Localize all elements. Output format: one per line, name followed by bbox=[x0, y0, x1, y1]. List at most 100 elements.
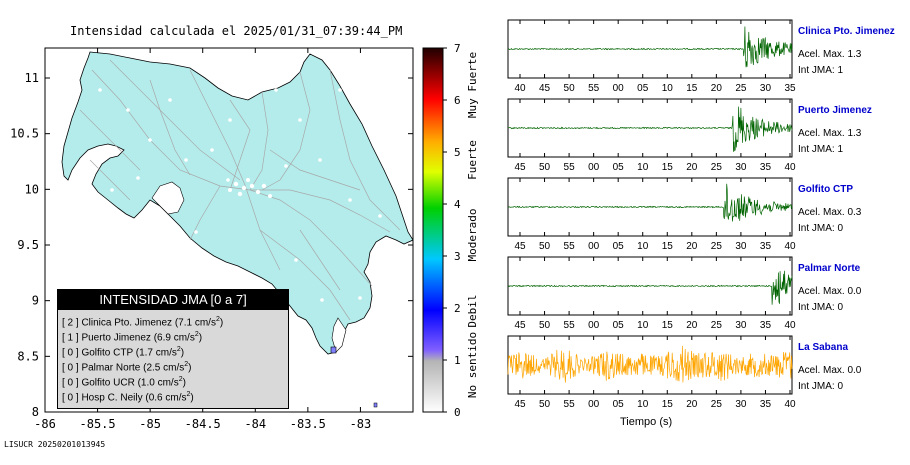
station-int-jma: Int JMA: 0 bbox=[798, 302, 844, 313]
station-name: Golfito CTP bbox=[798, 184, 853, 195]
legend-unit-exponent: 2 bbox=[194, 331, 199, 338]
map-y-tick-label: 11 bbox=[25, 71, 39, 85]
legend-pga-value: (6.9 cm/s bbox=[153, 332, 195, 344]
legend-unit-exponent: 2 bbox=[178, 376, 183, 383]
colorbar-label-text: No sentido bbox=[466, 332, 479, 398]
waveform-tick-label: 05 bbox=[613, 162, 625, 173]
legend-station-name: Golfito CTP bbox=[81, 347, 136, 359]
waveform-tick-label: 45 bbox=[514, 162, 526, 173]
waveform-tick-label: 00 bbox=[613, 83, 625, 94]
legend-station-name: Hosp C. Neily bbox=[81, 392, 146, 404]
station-marker-clinica bbox=[330, 346, 337, 354]
waveform-tick-label: 55 bbox=[564, 320, 576, 331]
station-acel-max: Acel. Max. 0.0 bbox=[798, 286, 862, 297]
waveform-tick-label: 30 bbox=[735, 320, 747, 331]
map-y-tick-label: 10 bbox=[25, 182, 39, 196]
colorbar-tick-label: 6 bbox=[454, 94, 461, 107]
legend-level: [ 0 ] bbox=[62, 347, 82, 359]
colorbar-tick-label: 5 bbox=[454, 146, 461, 159]
waveform-tick-label: 45 bbox=[514, 399, 526, 410]
legend-close-paren: ) bbox=[180, 347, 185, 359]
station-name: La Sabana bbox=[798, 342, 849, 353]
waveform-tick-label: 35 bbox=[760, 320, 772, 331]
costa-rica-landmass bbox=[61, 51, 413, 355]
legend-station-name: Palmar Norte bbox=[81, 362, 144, 374]
legend-close-paren: ) bbox=[219, 317, 224, 329]
waveform-tick-label: 55 bbox=[564, 399, 576, 410]
waveform-tick-label: 20 bbox=[711, 83, 723, 94]
waveform-tick-label: 45 bbox=[539, 83, 551, 94]
waveform-tick-label: 10 bbox=[637, 241, 649, 252]
legend-close-paren: ) bbox=[198, 332, 203, 344]
waveform-trace bbox=[508, 183, 793, 222]
map-area bbox=[61, 51, 413, 408]
waveform-tick-label: 05 bbox=[637, 83, 649, 94]
waveform-panels: 40 45 50 55 00 05 10 15 20 25 30 35 45 50 55 00 05 10 15 20… bbox=[507, 19, 796, 410]
waveform-tick-label: 40 bbox=[784, 241, 796, 252]
legend-level: [ 0 ] bbox=[62, 362, 82, 374]
legend-row: [ 0 ] Palmar Norte (2.5 cm/s2) bbox=[62, 361, 192, 373]
legend-station-name: Golfito UCR bbox=[81, 377, 138, 389]
waveform-tick-label: 50 bbox=[539, 241, 551, 252]
map-title: Intensidad calculada el 2025/01/31_07:39… bbox=[70, 24, 403, 38]
waveform-tick-label: 25 bbox=[711, 399, 723, 410]
waveform-trace bbox=[507, 106, 793, 152]
waveform-tick-label: 35 bbox=[760, 241, 772, 252]
legend-row: [ 2 ] Clinica Pto. Jimenez (7.1 cm/s2) bbox=[62, 316, 223, 328]
map-y-tick-label: 8.5 bbox=[17, 349, 39, 363]
colorbar-label: Moderado bbox=[466, 209, 479, 262]
intensity-colorbar bbox=[422, 47, 444, 413]
waveform-tick-label: 00 bbox=[588, 241, 600, 252]
legend-pga-value: (7.1 cm/s bbox=[174, 317, 216, 329]
legend-station-name: Puerto Jimenez bbox=[81, 332, 154, 344]
waveform-tick-label: 20 bbox=[686, 162, 698, 173]
town-markers bbox=[98, 88, 382, 302]
colorbar-label-text: Debil bbox=[466, 294, 479, 327]
waveform-tick-label: 55 bbox=[564, 162, 576, 173]
road-network bbox=[79, 59, 401, 321]
waveform-tick-label: 50 bbox=[539, 162, 551, 173]
map-x-tick-label: -85.5 bbox=[80, 417, 116, 431]
waveform-tick-label: 30 bbox=[735, 241, 747, 252]
map-y-tick-label: 9.5 bbox=[17, 238, 39, 252]
waveform-tick-label: 10 bbox=[637, 399, 649, 410]
waveform-tick-label: 25 bbox=[735, 83, 747, 94]
waveform-tick-label: 25 bbox=[711, 241, 723, 252]
map-y-tick-label: 10.5 bbox=[10, 127, 39, 141]
legend-level: [ 0 ] bbox=[62, 392, 82, 404]
waveform-tick-label: 50 bbox=[539, 320, 551, 331]
waveform-tick-label: 35 bbox=[784, 83, 796, 94]
legend-pga-value: (2.5 cm/s bbox=[143, 362, 185, 374]
waveform-tick-label: 45 bbox=[514, 320, 526, 331]
waveform-tick-label: 55 bbox=[588, 83, 600, 94]
waveform-trace bbox=[507, 270, 793, 305]
waveform-tick-label: 35 bbox=[760, 162, 772, 173]
traces-x-axis-label: Tiempo (s) bbox=[620, 416, 673, 428]
colorbar-label-text: Fuerte bbox=[466, 140, 479, 180]
station-marker-south bbox=[373, 402, 378, 408]
intensity-legend: INTENSIDAD JMA [0 a 7] [ 2 ] Clinica Pto… bbox=[57, 289, 289, 409]
legend-unit-exponent: 2 bbox=[176, 346, 181, 353]
colorbar-label: Debil bbox=[466, 294, 479, 327]
waveform-tick-label: 20 bbox=[686, 241, 698, 252]
waveform-tick-label: 00 bbox=[588, 399, 600, 410]
waveform-tick-label: 40 bbox=[784, 162, 796, 173]
colorbar-tick-label: 7 bbox=[454, 42, 461, 55]
legend-station-name: Clinica Pto. Jimenez bbox=[81, 317, 175, 329]
footer-id: LISUCR 20250201013945 bbox=[4, 440, 106, 449]
colorbar-tick-label: 0 bbox=[454, 406, 461, 419]
colorbar-tick-label: 3 bbox=[454, 250, 461, 263]
map-x-tick-label: -85 bbox=[139, 417, 161, 431]
legend-unit-exponent: 2 bbox=[215, 316, 220, 323]
legend-row: [ 0 ] Golfito CTP (1.7 cm/s2) bbox=[62, 346, 184, 358]
map-y-tick-label: 8 bbox=[32, 405, 39, 419]
legend-unit-exponent: 2 bbox=[184, 361, 189, 368]
colorbar-label-text: Muy Fuerte bbox=[466, 52, 479, 118]
station-name: Clinica Pto. Jimenez bbox=[798, 26, 895, 37]
map-y-tick-label: 9 bbox=[32, 294, 39, 308]
legend-close-paren: ) bbox=[190, 392, 194, 404]
legend-pga-value: (1.7 cm/s bbox=[135, 347, 177, 359]
colorbar-labels: No sentido Debil Moderado Fuerte Muy Fuerte bbox=[466, 52, 479, 398]
colorbar-tick-label: 1 bbox=[454, 354, 461, 367]
